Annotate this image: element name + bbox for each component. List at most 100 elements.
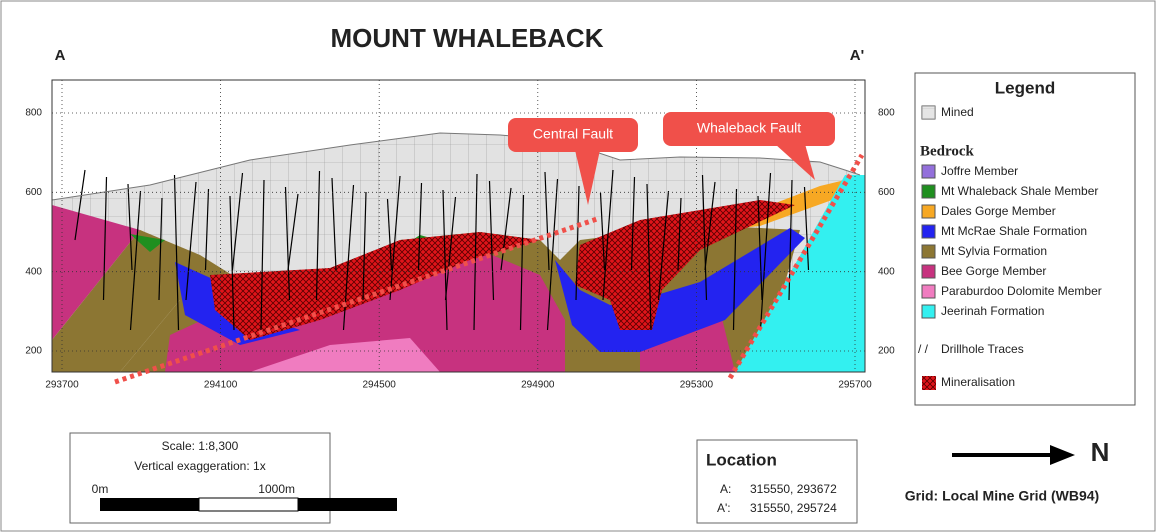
drillhole	[704, 181, 716, 271]
drillhole	[488, 180, 495, 301]
drillhole	[389, 175, 401, 301]
title: MOUNT WHALEBACK	[331, 23, 604, 53]
grid-note: Grid: Local Mine Grid (WB94)	[905, 488, 1099, 504]
drillhole	[442, 189, 448, 331]
legend-title: Legend	[995, 78, 1055, 97]
legend-swatch	[921, 244, 936, 259]
legend-swatch	[921, 164, 936, 179]
drillhole	[519, 194, 525, 331]
legend-label: Mt Whaleback Shale Member	[941, 184, 1098, 198]
drillhole	[129, 190, 142, 331]
drillhole	[287, 193, 299, 271]
legend-label: Paraburdoo Dolomite Member	[941, 284, 1102, 298]
drillhole	[500, 187, 512, 271]
north-arrow-head	[1050, 445, 1075, 465]
x-tick-label: 295300	[680, 380, 714, 391]
drillhole	[473, 173, 478, 331]
section-end: A	[55, 47, 66, 64]
callout: Central Fault	[508, 118, 638, 205]
drillhole	[158, 197, 163, 301]
legend-items: Joffre Member Mt Whaleback Shale Member Da…	[921, 164, 1102, 319]
drillhole	[732, 188, 738, 331]
callout-text: Central Fault	[533, 126, 613, 142]
x-tick-label: 295700	[838, 380, 872, 391]
scale-exaggeration: Vertical exaggeration: 1x	[134, 459, 265, 473]
legend-label: Dales Gorge Member	[941, 204, 1056, 218]
legend-label: Mineralisation	[941, 375, 1015, 389]
bee-gorge	[52, 205, 140, 340]
legend-heading: Bedrock	[920, 143, 975, 159]
bee-gorge	[165, 250, 565, 372]
drillhole	[185, 181, 197, 301]
drillhole	[701, 174, 708, 301]
location-label: A':	[717, 501, 731, 515]
legend-swatch	[921, 284, 936, 299]
x-tick-label: 293700	[45, 380, 79, 391]
drillhole	[546, 178, 559, 331]
scale-ratio: Scale: 1:8,300	[162, 439, 239, 453]
drillhole	[677, 197, 682, 271]
drillhole	[657, 190, 670, 301]
drillhole	[602, 169, 614, 301]
legend-swatch	[921, 224, 936, 239]
x-tick-label: 294900	[521, 380, 555, 391]
location-coords: 315550, 293672	[750, 482, 837, 496]
y-tick-label: 200	[878, 346, 895, 357]
callout-text: Whaleback Fault	[697, 120, 801, 136]
legend-label: Mined	[941, 105, 974, 119]
drillhole	[173, 174, 180, 331]
drillhole	[204, 188, 210, 271]
location-box: Location A: 315550, 293672 A': 315550, 2…	[696, 439, 858, 524]
y-tick-label: 800	[878, 108, 895, 119]
legend-label: Joffre Member	[941, 164, 1018, 178]
drillhole	[803, 186, 810, 271]
y-tick-label: 400	[878, 266, 895, 277]
drillhole	[74, 169, 86, 241]
legend-label: Drillhole Traces	[941, 342, 1024, 356]
legend: Legend Mined Bedrock Joffre Member Mt Wha…	[914, 72, 1136, 406]
legend-label: Jeerinah Formation	[941, 304, 1044, 318]
scale-start: 0m	[92, 482, 109, 496]
location-coords: 315550, 295724	[750, 501, 837, 515]
drillhole	[417, 182, 423, 271]
y-tick-label: 600	[878, 187, 895, 198]
legend-label: Mt McRae Shale Formation	[941, 224, 1087, 238]
legend-swatch	[921, 184, 936, 199]
callout: Whaleback Fault	[663, 112, 835, 180]
drillhole	[362, 191, 367, 301]
legend-label: Mt Sylvia Formation	[941, 244, 1047, 258]
location-title: Location	[706, 450, 777, 469]
central-fault	[114, 215, 601, 385]
drillhole	[630, 176, 636, 271]
drillhole	[444, 196, 457, 301]
scale-end: 1000m	[258, 482, 295, 496]
section-end: A'	[850, 47, 864, 64]
mineralisation	[210, 232, 540, 340]
legend-symbol: / /	[918, 342, 929, 356]
drillhole	[646, 183, 652, 331]
y-tick-label: 600	[25, 187, 42, 198]
drillhole	[331, 177, 337, 271]
plot-border	[51, 79, 866, 373]
legend-swatch	[921, 204, 936, 219]
legend-label: Bee Gorge Member	[941, 264, 1046, 278]
y-tick-label: 400	[25, 266, 42, 277]
x-tick-label: 294500	[363, 380, 397, 391]
jeerinah	[735, 175, 865, 372]
section	[52, 80, 865, 372]
legend-swatch	[921, 264, 936, 279]
drillhole	[759, 172, 772, 331]
y-tick-label: 200	[25, 346, 42, 357]
whaleback-shale	[130, 234, 165, 252]
drillhole	[229, 195, 235, 331]
location-label: A:	[720, 482, 731, 496]
drillhole-traces	[74, 169, 810, 331]
drillhole	[575, 185, 580, 301]
mineralisation	[575, 200, 795, 330]
legend-swatch	[921, 304, 936, 319]
drillhole	[102, 176, 108, 301]
north-label: N	[1091, 437, 1110, 467]
drillhole	[315, 170, 321, 301]
whaleback-fault	[727, 153, 865, 380]
drillhole	[260, 179, 265, 331]
